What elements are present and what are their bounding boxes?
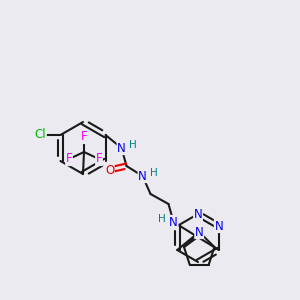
Text: F: F bbox=[96, 152, 102, 166]
Text: N: N bbox=[117, 142, 126, 154]
Text: F: F bbox=[81, 130, 87, 143]
Text: N: N bbox=[194, 208, 202, 220]
Text: N: N bbox=[195, 226, 204, 238]
Text: N: N bbox=[214, 220, 223, 232]
Text: N: N bbox=[138, 169, 147, 182]
Text: H: H bbox=[129, 140, 136, 150]
Text: H: H bbox=[150, 168, 158, 178]
Text: Cl: Cl bbox=[35, 128, 46, 142]
Text: F: F bbox=[66, 152, 72, 166]
Text: H: H bbox=[158, 214, 165, 224]
Text: N: N bbox=[169, 215, 178, 229]
Text: O: O bbox=[105, 164, 114, 176]
